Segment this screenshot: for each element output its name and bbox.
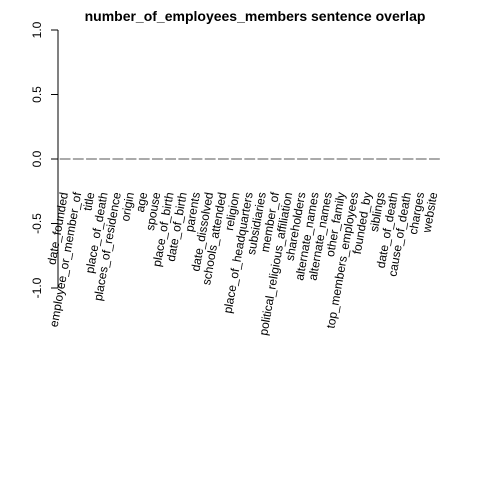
category-label: religion (222, 191, 243, 232)
y-tick-label: 1.0 (30, 21, 44, 38)
y-tick-label: -0.5 (30, 213, 44, 234)
chart-title: number_of_employees_members sentence ove… (85, 8, 426, 24)
y-axis: -1.0 -0.5 0.0 0.5 1.0 (30, 21, 59, 298)
y-tick-label: 0.0 (30, 150, 44, 167)
category-label: siblings (367, 191, 388, 233)
category-label: age (133, 191, 150, 213)
category-label: title (80, 191, 97, 212)
y-tick-label: 0.5 (30, 86, 44, 103)
category-label: origin (118, 191, 137, 222)
category-label: spouse (143, 191, 164, 232)
y-tick-label: -1.0 (30, 277, 44, 298)
category-labels: date_foundedemployee_or_member_oftitlepl… (45, 190, 441, 336)
category-label: parents (182, 191, 203, 233)
